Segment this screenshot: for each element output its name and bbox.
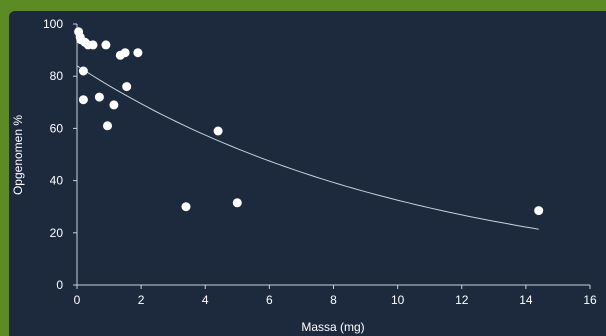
y-tick-label: 0: [56, 278, 63, 292]
x-tick-label: 14: [519, 293, 533, 307]
tick-labels: 0 2 4 6 8 10 12 14 16 0 20 40 60 80 100: [43, 17, 597, 307]
y-tick-label: 40: [50, 174, 64, 188]
y-tick-label: 80: [50, 69, 64, 83]
data-point: [103, 121, 112, 131]
y-tick-label: 60: [50, 121, 64, 135]
data-points: [74, 27, 544, 216]
y-tick-label: 20: [50, 226, 64, 240]
data-point: [78, 66, 88, 76]
y-tick-label: 100: [43, 17, 63, 31]
x-tick-label: 4: [202, 293, 209, 307]
x-tick-label: 16: [583, 293, 597, 307]
data-point: [122, 82, 132, 92]
x-tick-label: 8: [330, 293, 337, 307]
data-point: [101, 40, 111, 50]
axes: [73, 23, 591, 289]
x-axis-label: Massa (mg): [301, 320, 364, 334]
y-axis-label: Opgenomen %: [11, 115, 25, 195]
data-point: [88, 40, 98, 50]
data-point: [94, 92, 104, 102]
chart-panel: [9, 11, 606, 336]
data-point: [181, 202, 191, 212]
data-point: [120, 48, 130, 58]
data-point: [534, 206, 544, 216]
x-tick-label: 2: [138, 293, 145, 307]
data-point: [232, 198, 242, 208]
x-tick-label: 6: [266, 293, 273, 307]
data-point: [213, 126, 223, 136]
data-point: [78, 95, 88, 105]
x-tick-label: 10: [391, 293, 405, 307]
data-point: [133, 48, 143, 58]
trendline-path: [76, 65, 539, 230]
x-tick-label: 12: [455, 293, 469, 307]
data-point: [109, 100, 119, 110]
trendline: [76, 65, 539, 230]
x-tick-label: 0: [74, 293, 81, 307]
